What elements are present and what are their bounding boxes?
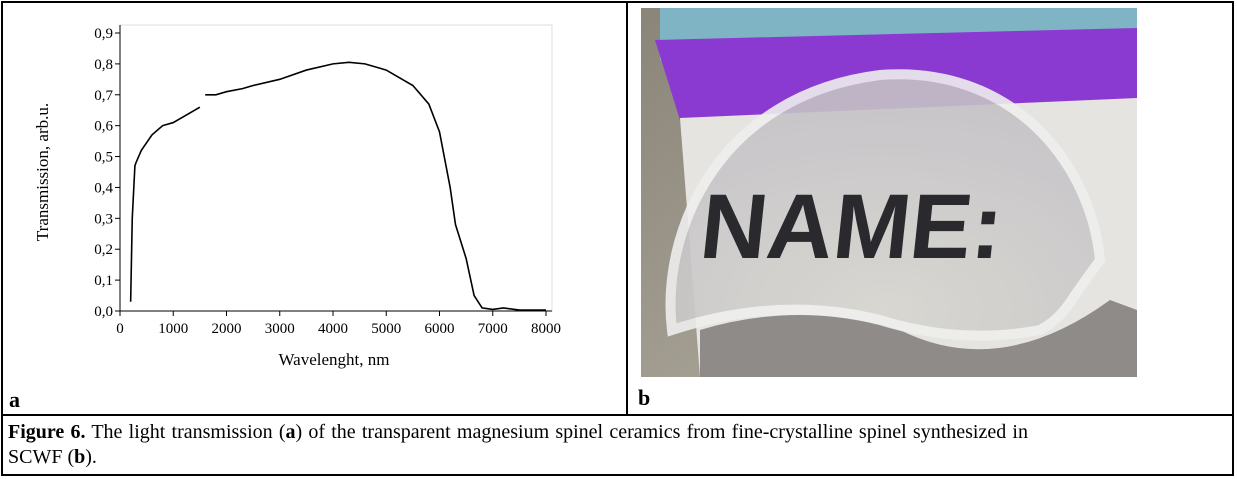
y-axis-label: Transmission, arb.u. bbox=[33, 103, 52, 241]
x-tick-label: 7000 bbox=[478, 321, 508, 337]
caption-text: The light transmission ( bbox=[86, 421, 286, 443]
figure-graphics: NAME: a b Wavelenght, nm Transmission, a… bbox=[0, 0, 1237, 479]
figure: NAME: a b Wavelenght, nm Transmission, a… bbox=[0, 0, 1237, 479]
y-tick-label: 0,0 bbox=[94, 304, 113, 320]
caption-bold: a bbox=[286, 421, 296, 443]
x-tick-label: 0 bbox=[116, 321, 124, 337]
x-tick-label: 8000 bbox=[531, 321, 561, 337]
y-tick-label: 0,5 bbox=[94, 150, 113, 166]
y-tick-label: 0,2 bbox=[94, 242, 113, 258]
y-tick-label: 0,7 bbox=[94, 88, 113, 104]
panel-label: b bbox=[638, 385, 650, 410]
caption: Figure 6. The light transmission (a) of … bbox=[8, 420, 1028, 470]
y-tick-label: 0,6 bbox=[94, 119, 113, 135]
x-tick-label: 3000 bbox=[265, 321, 295, 337]
x-axis-label: Wavelenght, nm bbox=[279, 350, 390, 369]
y-tick-label: 0,3 bbox=[94, 211, 113, 227]
panel-label: a bbox=[9, 387, 20, 412]
y-tick-label: 0,9 bbox=[94, 26, 113, 42]
y-tick-label: 0,4 bbox=[94, 180, 113, 196]
caption-bold: Figure 6. bbox=[8, 421, 86, 443]
x-tick-label: 4000 bbox=[318, 321, 348, 337]
data-line bbox=[131, 62, 546, 310]
x-tick-label: 2000 bbox=[212, 321, 242, 337]
caption-bold: b bbox=[74, 446, 85, 468]
y-tick-label: 0,8 bbox=[94, 57, 113, 73]
plot-frame bbox=[120, 25, 552, 311]
x-tick-label: 5000 bbox=[371, 321, 401, 337]
photo: NAME: bbox=[641, 8, 1137, 377]
photo-text: NAME: bbox=[696, 174, 1008, 278]
caption-text: ). bbox=[85, 446, 97, 468]
y-tick-label: 0,1 bbox=[94, 273, 113, 289]
x-tick-label: 1000 bbox=[158, 321, 188, 337]
x-tick-label: 6000 bbox=[425, 321, 455, 337]
chart: Wavelenght, nm Transmission, arb.u. 0,00… bbox=[33, 25, 561, 369]
